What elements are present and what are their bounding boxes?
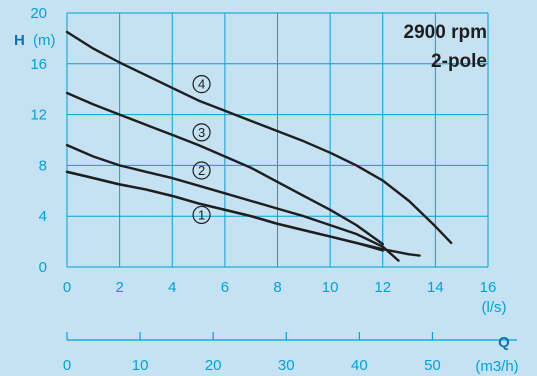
x-tick-label: 16 — [480, 279, 497, 296]
curve-marker-label: 4 — [198, 77, 205, 92]
x-tick-label: 2 — [115, 279, 123, 296]
curve-marker-label: 1 — [198, 208, 205, 223]
curve-marker-label: 2 — [198, 163, 205, 178]
x2-tick-label: 40 — [351, 357, 368, 374]
x2-tick-label: 0 — [63, 357, 71, 374]
x-tick-label: 12 — [374, 279, 391, 296]
curve-5 — [65, 30, 453, 245]
y-tick-label: 12 — [30, 107, 47, 124]
x2-axis-unit: (m3/h) — [475, 358, 518, 375]
curve-4 — [65, 91, 384, 246]
x2-tick-label: 50 — [424, 357, 441, 374]
grid — [66, 12, 489, 268]
curve-marker-circle — [192, 123, 211, 142]
x-tick-label: 0 — [63, 279, 71, 296]
x-axis-unit: (l/s) — [482, 299, 507, 316]
x-tick-label: 6 — [221, 279, 229, 296]
x2-axis-label: Q — [498, 334, 510, 351]
x2-tick-label: 10 — [132, 357, 149, 374]
speed-annotation: 2900 rpm — [404, 22, 487, 43]
y-tick-label: 8 — [39, 157, 47, 174]
x-tick-label: 14 — [427, 279, 444, 296]
curve-2 — [65, 170, 421, 257]
curve-marker-label: 3 — [198, 125, 205, 140]
y-tick-label: 4 — [39, 208, 47, 225]
curve-marker-circle — [192, 161, 211, 180]
x-tick-label: 8 — [273, 279, 281, 296]
x-tick-label: 4 — [168, 279, 176, 296]
curve-marker-circle — [192, 205, 211, 225]
y-axis-unit: (m) — [33, 32, 56, 49]
x2-tick-label: 30 — [278, 357, 295, 374]
x-tick-label: 10 — [322, 279, 339, 296]
x2-tick-label: 20 — [205, 357, 222, 374]
curve-markers: 1 2 3 4 — [192, 75, 211, 225]
curve-marker-circle — [192, 75, 211, 94]
y-tick-label: 16 — [30, 56, 47, 73]
curve-3 — [65, 143, 400, 262]
curves — [65, 30, 453, 262]
y-tick-label: 0 — [39, 259, 47, 276]
y-axis-label: H — [14, 32, 25, 49]
y-tick-label: 20 — [30, 5, 47, 22]
pole-annotation: 2-pole — [431, 51, 487, 72]
